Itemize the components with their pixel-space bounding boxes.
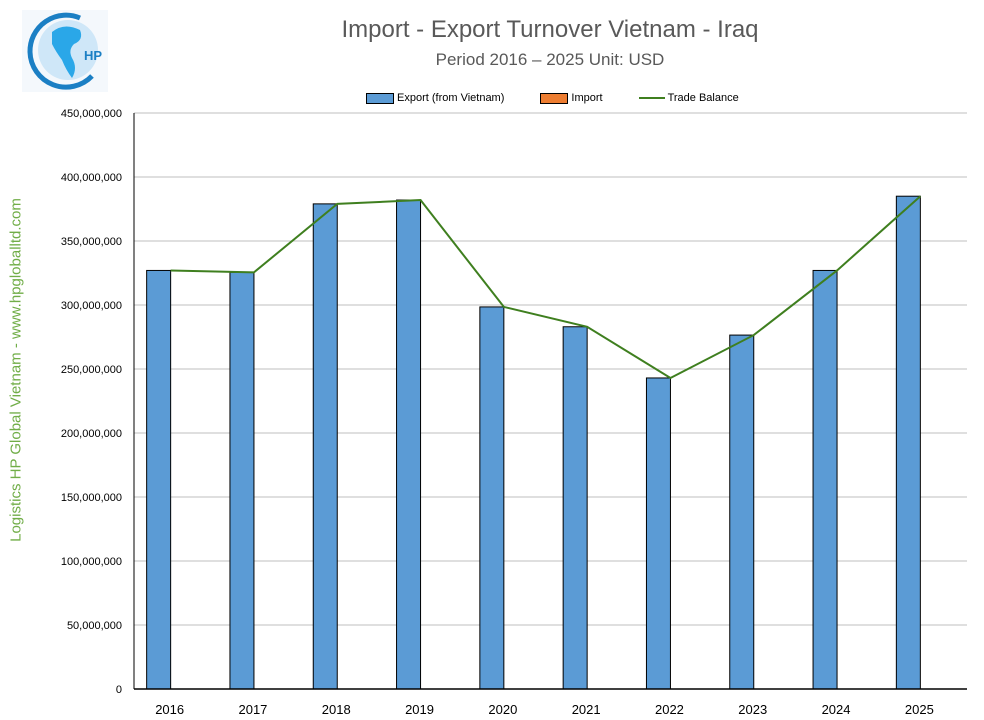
y-tick-label: 50,000,000 — [67, 620, 122, 632]
y-tick-label: 300,000,000 — [61, 300, 122, 312]
legend-label: Export (from Vietnam) — [397, 92, 505, 104]
legend-swatch-trade-balance — [638, 97, 665, 99]
legend-label: Import — [571, 92, 603, 104]
bar-export — [479, 306, 505, 690]
chart-subtitle: Period 2016 – 2025 Unit: USD — [435, 50, 665, 69]
bar-export — [229, 271, 255, 690]
bar-export — [146, 269, 172, 690]
legend-label: Trade Balance — [667, 92, 739, 104]
legend-item-trade-balance: Trade Balance — [638, 92, 739, 104]
y-tick-label: 100,000,000 — [61, 556, 122, 568]
chart-title: Import - Export Turnover Vietnam - Iraq — [341, 16, 759, 43]
x-tick-label: 2024 — [822, 702, 851, 717]
legend-swatch-export — [366, 92, 394, 104]
y-tick-label: 200,000,000 — [61, 428, 122, 440]
x-tick-label: 2018 — [322, 702, 351, 717]
bar-export — [645, 377, 671, 690]
x-tick-label: 2020 — [488, 702, 517, 717]
y-tick-label: 250,000,000 — [61, 364, 122, 376]
y-tick-label: 400,000,000 — [61, 172, 122, 184]
y-tick-label: 0 — [116, 684, 122, 696]
bar-export — [396, 199, 422, 690]
chart-legend: Export (from Vietnam) Import Trade Balan… — [366, 92, 775, 104]
bar-export — [812, 269, 838, 690]
x-tick-label: 2022 — [655, 702, 684, 717]
x-tick-label: 2021 — [572, 702, 601, 717]
bar-export — [312, 203, 338, 690]
hp-logo: HP — [22, 10, 108, 92]
y-tick-label: 450,000,000 — [61, 108, 122, 120]
y-tick-label: 150,000,000 — [61, 492, 122, 504]
x-tick-label: 2025 — [905, 702, 934, 717]
x-tick-label: 2023 — [738, 702, 767, 717]
trade-balance-line — [170, 195, 922, 380]
legend-item-import: Import — [540, 92, 603, 104]
x-tick-label: 2017 — [238, 702, 267, 717]
svg-text:HP: HP — [84, 48, 102, 63]
bar-export — [729, 334, 755, 690]
bar-export — [895, 195, 921, 690]
legend-item-export: Export (from Vietnam) — [366, 92, 504, 104]
y-tick-label: 350,000,000 — [61, 236, 122, 248]
bar-export — [562, 326, 588, 690]
x-tick-label: 2019 — [405, 702, 434, 717]
x-tick-label: 2016 — [155, 702, 184, 717]
legend-swatch-import — [540, 92, 569, 104]
